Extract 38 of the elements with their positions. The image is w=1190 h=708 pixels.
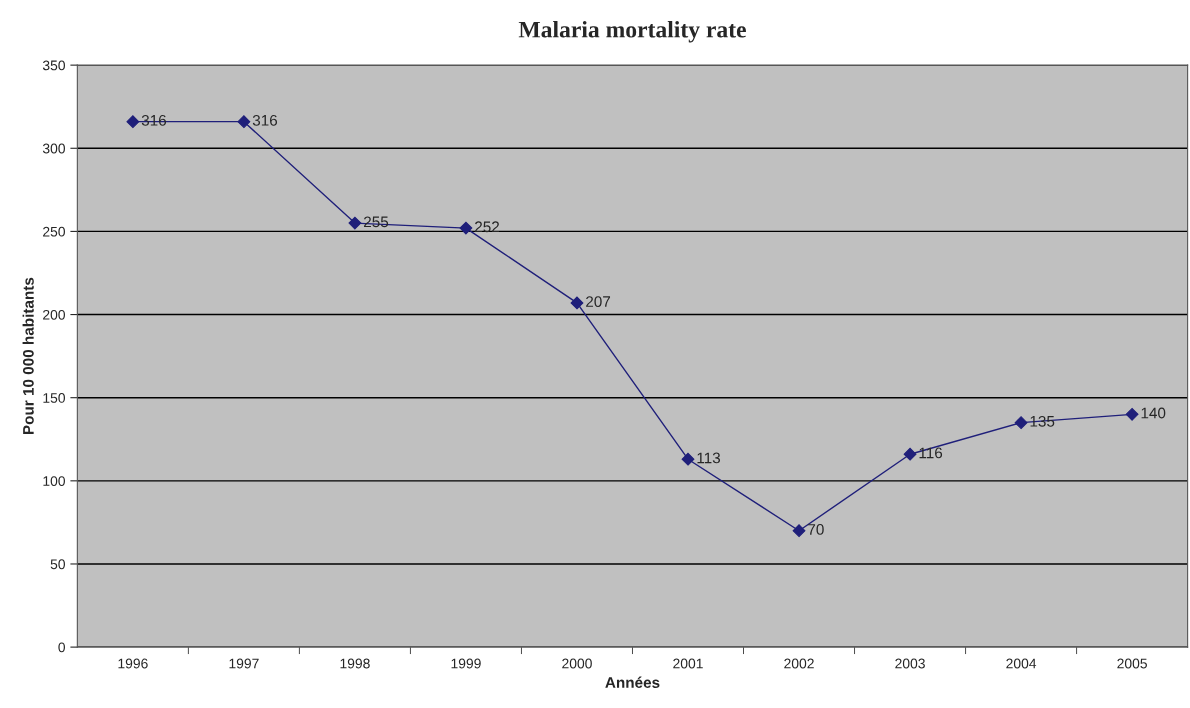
x-tick-label: 1996 <box>118 658 148 669</box>
data-label: 140 <box>1141 407 1166 419</box>
y-tick-label: 350 <box>42 60 65 71</box>
x-tick-label: 1998 <box>340 658 370 669</box>
x-tick-label: 2002 <box>784 658 814 669</box>
y-tick-label: 150 <box>43 393 65 403</box>
x-tick-label: 1997 <box>229 658 259 669</box>
point <box>126 115 140 129</box>
x-tick-label: 2003 <box>895 658 925 669</box>
point <box>903 447 917 461</box>
y-tick-label: 300 <box>42 143 65 154</box>
y-tick-label: 100 <box>43 476 65 486</box>
x-tick-label: 2004 <box>1006 658 1037 669</box>
y-tick-label: 50 <box>50 559 65 570</box>
y-tick-label: 200 <box>43 309 65 320</box>
x-tick-label: 1999 <box>451 658 481 669</box>
x-tick-label: 2001 <box>673 658 703 669</box>
x-tick-label: 2005 <box>1117 658 1147 669</box>
point <box>1014 416 1028 430</box>
point <box>459 221 473 235</box>
chart-title: Malaria mortality rate <box>518 20 746 43</box>
point <box>348 216 362 230</box>
data-label: 116 <box>919 447 943 459</box>
point <box>570 296 584 310</box>
point <box>1125 407 1139 421</box>
point <box>237 115 251 129</box>
data-label: 316 <box>252 114 278 126</box>
y-tick-label: 250 <box>43 226 65 237</box>
x-axis-title: Années <box>605 676 660 688</box>
point <box>792 524 806 538</box>
point <box>681 452 695 466</box>
data-label: 207 <box>586 296 611 308</box>
y-tick-label: 0 <box>58 642 65 653</box>
x-tick-label: 2000 <box>562 658 592 669</box>
data-label: 70 <box>808 524 824 535</box>
y-axis-title: Pour 10 000 habitants <box>22 277 34 435</box>
data-label: 113 <box>697 452 721 464</box>
data-label: 252 <box>475 221 499 233</box>
